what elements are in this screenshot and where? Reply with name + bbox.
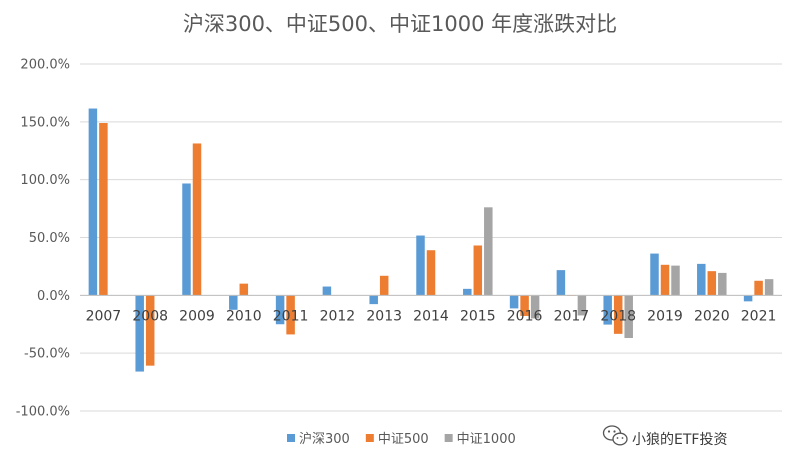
y-tick-label: -50.0% [24, 347, 70, 362]
bar-沪深300-2018 [603, 295, 612, 325]
bar-中证500-2009 [192, 143, 202, 296]
bar-中证500-2011 [286, 295, 295, 335]
x-tick-label: 2017 [554, 308, 590, 324]
y-tick-label: 200.0% [20, 58, 70, 73]
bar-沪深300-2009 [182, 183, 191, 296]
wechat-icon [602, 425, 628, 446]
bar-沪深300-2014 [416, 235, 425, 296]
legend-swatch [287, 434, 295, 442]
x-tick-label: 2014 [413, 308, 449, 324]
bar-沪深300-2011 [275, 295, 285, 325]
x-tick-label: 2011 [273, 308, 309, 324]
bar-沪深300-2017 [556, 270, 566, 296]
watermark-text: 小狼的ETF投资 [632, 432, 727, 448]
bar-沪深300-2013 [369, 295, 378, 305]
legend-entry: 沪深300 [299, 431, 350, 447]
bar-中证500-2014 [426, 250, 436, 296]
bar-中证1000-2017 [577, 295, 587, 316]
x-tick-label: 2020 [694, 308, 730, 324]
bar-沪深300-2010 [229, 295, 238, 310]
bar-沪深300-2012 [322, 286, 332, 296]
bar-中证1000-2020 [718, 272, 727, 296]
x-tick-label: 2008 [132, 308, 168, 324]
bar-中证500-2019 [660, 264, 670, 296]
x-tick-label: 2015 [460, 308, 496, 324]
y-tick-label: 50.0% [29, 231, 70, 246]
legend: 沪深300 中证500 中证1000 [287, 431, 516, 447]
bar-中证1000-2015 [484, 207, 493, 296]
y-tick-label: 100.0% [20, 173, 70, 188]
x-axis: 2007 2008 2009 2010 2011 2012 2013 2014 2015 2016… [86, 308, 777, 324]
bar-中证500-2015 [473, 245, 483, 296]
y-tick-label: 150.0% [20, 115, 70, 130]
legend-entry: 中证1000 [457, 432, 516, 447]
y-tick-label: 0.0% [37, 289, 70, 304]
bar-中证500-2020 [707, 271, 717, 296]
bar-中证500-2010 [239, 283, 249, 296]
x-tick-label: 2021 [741, 308, 777, 324]
x-tick-label: 2007 [86, 308, 122, 324]
bar-中证1000-2018 [624, 295, 633, 339]
x-tick-label: 2009 [179, 308, 215, 324]
x-tick-label: 2018 [600, 308, 636, 324]
watermark: 小狼的ETF投资 [602, 425, 727, 448]
bar-中证500-2013 [379, 275, 389, 296]
x-tick-label: 2012 [320, 308, 356, 324]
bar-中证1000-2021 [764, 279, 774, 296]
bar-中证1000-2016 [530, 295, 540, 319]
bar-沪深300-2019 [650, 253, 659, 296]
bar-沪深300-2021 [743, 295, 753, 302]
bars [88, 108, 774, 372]
bar-沪深300-2020 [697, 263, 706, 296]
x-tick-label: 2013 [366, 308, 402, 324]
y-axis: 200.0% 150.0% 100.0% 50.0% 0.0% -50.0% -100.0% [16, 58, 70, 420]
y-tick-label: -100.0% [16, 405, 70, 420]
bar-中证500-2016 [520, 295, 529, 316]
x-tick-label: 2019 [647, 308, 683, 324]
bar-中证1000-2019 [671, 265, 680, 296]
bar-沪深300-2007 [88, 108, 98, 296]
x-tick-label: 2016 [507, 308, 543, 324]
bar-中证500-2018 [613, 295, 623, 334]
bar-中证500-2008 [145, 295, 155, 366]
bar-沪深300-2015 [463, 288, 472, 296]
bar-沪深300-2008 [135, 295, 144, 372]
chart-title: 沪深300、中证500、中证1000 年度涨跌对比 [183, 12, 617, 36]
legend-swatch [444, 434, 453, 442]
legend-swatch [365, 434, 374, 442]
bar-沪深300-2016 [509, 295, 519, 309]
legend-entry: 中证500 [378, 432, 429, 447]
x-tick-label: 2010 [226, 308, 262, 324]
bar-中证500-2007 [99, 122, 108, 296]
bar-中证500-2021 [754, 280, 763, 296]
